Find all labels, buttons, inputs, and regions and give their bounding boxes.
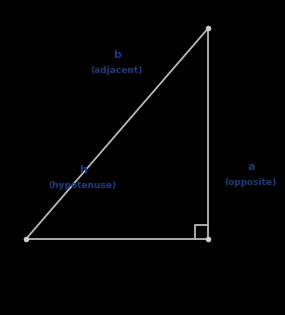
Text: (opposite): (opposite) [225,178,277,187]
Text: b: b [113,50,121,60]
Text: a: a [247,162,255,172]
Text: (adjacent): (adjacent) [91,66,143,75]
Text: (hypotenuse): (hypotenuse) [48,181,117,190]
Text: h: h [79,165,87,175]
